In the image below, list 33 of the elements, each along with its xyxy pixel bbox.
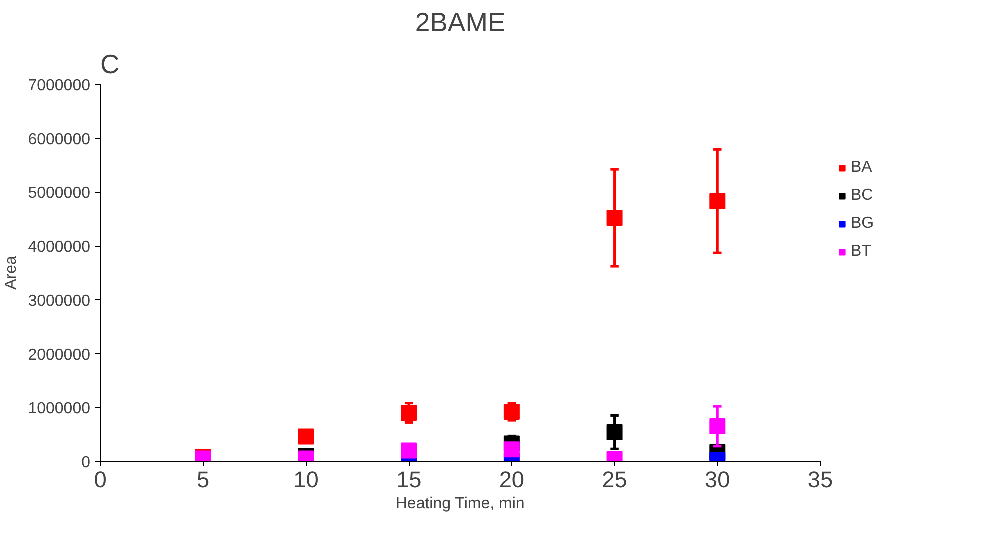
x-tick-label: 35: [808, 466, 834, 492]
y-tick-label: 2000000: [28, 346, 91, 364]
x-tick-label: 20: [499, 466, 525, 492]
y-tick-label: 3000000: [28, 292, 91, 310]
legend-label: BA: [851, 159, 872, 177]
x-tick-label: 10: [294, 466, 319, 492]
chart-title: 2BAME: [415, 8, 506, 38]
legend-label: BT: [851, 243, 872, 261]
point: [710, 418, 726, 434]
point: [401, 442, 418, 459]
y-tick-label: 4000000: [28, 239, 91, 256]
legend-label: BG: [851, 215, 874, 233]
y-tick-label: 0: [82, 454, 91, 472]
y-tick-label: 7000000: [28, 78, 91, 94]
y-tick-label: 5000000: [28, 185, 91, 202]
x-tick-label: 5: [197, 466, 210, 492]
point: [710, 193, 726, 210]
y-tick-label: 6000000: [28, 131, 91, 148]
y-tick-label: 1000000: [28, 400, 91, 418]
x-tick-label: 0: [94, 466, 107, 492]
point: [298, 428, 314, 445]
point: [504, 404, 520, 420]
point: [401, 405, 418, 422]
point: [606, 210, 623, 226]
point: [606, 424, 623, 440]
x-axis-title: Heating Time, min: [396, 496, 525, 512]
point: [504, 442, 520, 458]
x-tick-label: 30: [705, 466, 730, 492]
y-axis-title: Area: [3, 256, 20, 290]
x-tick-label: 25: [602, 466, 628, 492]
legend-label: BC: [851, 187, 874, 205]
x-tick-label: 15: [396, 466, 422, 492]
text: C: [100, 50, 120, 80]
